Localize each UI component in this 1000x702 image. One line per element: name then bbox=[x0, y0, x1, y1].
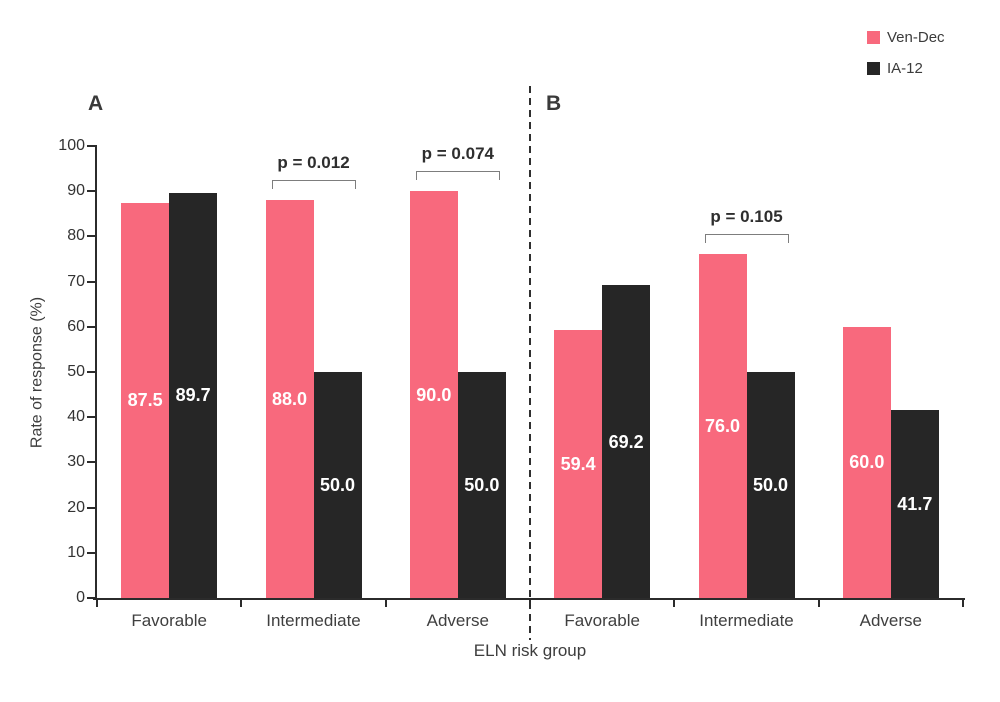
bar-value-label: 50.0 bbox=[464, 475, 500, 495]
bar-value-label: 59.4 bbox=[560, 453, 596, 474]
x-category-label: Favorable bbox=[131, 611, 207, 630]
y-axis-tick-label: 50 bbox=[67, 363, 85, 380]
y-axis-tick bbox=[87, 235, 95, 238]
significance-bracket bbox=[271, 180, 356, 190]
y-axis-tick-label: 40 bbox=[67, 408, 85, 426]
bar-ven-dec-favorable bbox=[121, 202, 170, 598]
legend-item-ven-dec: Ven-Dec bbox=[867, 27, 945, 47]
y-axis-tick bbox=[87, 597, 95, 599]
bar-value-label: 60.0 bbox=[849, 452, 885, 473]
bar-ven-dec-adverse bbox=[409, 191, 458, 598]
bar-value-label: 90.0 bbox=[416, 384, 452, 405]
legend-swatch-ia-12-icon bbox=[867, 61, 880, 75]
legend: Ven-Dec IA-12 bbox=[867, 27, 945, 78]
bar-ia-12-favorable bbox=[169, 192, 218, 598]
legend-label-ven-dec: Ven-Dec bbox=[887, 28, 945, 46]
bar-value-label: 50.0 bbox=[319, 475, 356, 495]
bar-ia-12-intermediate bbox=[313, 372, 362, 598]
x-axis-tick bbox=[384, 600, 387, 607]
x-category-label: Intermediate bbox=[266, 611, 361, 630]
y-axis-tick bbox=[87, 325, 95, 328]
y-axis-tick-label: 100 bbox=[58, 137, 85, 154]
significance-bracket bbox=[415, 171, 500, 181]
bar-ia-12-adverse bbox=[890, 409, 939, 598]
y-axis-tick-label: 0 bbox=[76, 589, 85, 606]
bar-ven-dec-intermediate bbox=[698, 254, 747, 598]
y-axis-tick bbox=[87, 145, 95, 147]
y-axis-tick bbox=[87, 416, 95, 419]
x-category-label: Adverse bbox=[859, 611, 923, 630]
x-axis-tick bbox=[817, 600, 820, 607]
bar-value-label: 50.0 bbox=[752, 475, 789, 495]
x-axis-tick bbox=[96, 600, 98, 607]
bar-value-label: 76.0 bbox=[704, 416, 741, 437]
y-axis-line bbox=[95, 145, 97, 600]
panel-divider-dashed-line bbox=[529, 86, 531, 640]
y-axis-tick bbox=[87, 551, 95, 554]
p-value-label: p = 0.012 bbox=[277, 153, 350, 173]
bar-value-label: 41.7 bbox=[897, 493, 933, 514]
y-axis-tick-label: 90 bbox=[67, 182, 85, 200]
x-category-label: Adverse bbox=[426, 611, 490, 630]
bar-value-label: 88.0 bbox=[271, 389, 308, 410]
legend-swatch-ven-dec-icon bbox=[867, 30, 880, 44]
x-category-label: Favorable bbox=[564, 611, 640, 630]
y-axis-tick bbox=[87, 461, 95, 464]
x-axis-tick bbox=[673, 600, 676, 607]
panel-b-label: B bbox=[546, 92, 562, 115]
y-axis-tick bbox=[87, 190, 95, 193]
x-axis-tick bbox=[962, 600, 964, 607]
bar-ia-12-favorable bbox=[602, 285, 651, 598]
y-axis-tick bbox=[87, 506, 95, 509]
y-axis-tick-label: 20 bbox=[67, 498, 85, 516]
panel-a-label: A bbox=[88, 92, 104, 115]
bar-ven-dec-intermediate bbox=[265, 200, 314, 598]
x-axis-title: ELN risk group bbox=[473, 641, 587, 660]
bar-value-label: 89.7 bbox=[175, 385, 211, 406]
legend-label-ia-12: IA-12 bbox=[887, 59, 923, 77]
bar-ven-dec-favorable bbox=[554, 329, 603, 598]
legend-item-ia-12: IA-12 bbox=[867, 58, 945, 78]
y-axis-tick-label: 30 bbox=[67, 453, 85, 471]
bar-ia-12-adverse bbox=[457, 372, 506, 598]
y-axis-tick-label: 70 bbox=[67, 272, 85, 290]
bar-ia-12-intermediate bbox=[746, 372, 795, 598]
significance-bracket bbox=[704, 234, 789, 244]
x-axis-tick bbox=[529, 600, 531, 607]
bar-ven-dec-adverse bbox=[842, 326, 891, 598]
y-axis-tick bbox=[87, 371, 95, 373]
x-axis-tick bbox=[240, 600, 243, 607]
y-axis-tick bbox=[87, 280, 95, 283]
y-axis-tick-label: 80 bbox=[67, 227, 85, 245]
y-axis-tick-label: 10 bbox=[67, 543, 85, 561]
p-value-label: p = 0.105 bbox=[710, 207, 783, 227]
bar-value-label: 69.2 bbox=[608, 431, 644, 452]
bar-value-label: 87.5 bbox=[127, 390, 163, 411]
y-axis-tick-label: 60 bbox=[67, 317, 85, 335]
p-value-label: p = 0.074 bbox=[421, 144, 494, 164]
x-category-label: Intermediate bbox=[699, 611, 794, 630]
